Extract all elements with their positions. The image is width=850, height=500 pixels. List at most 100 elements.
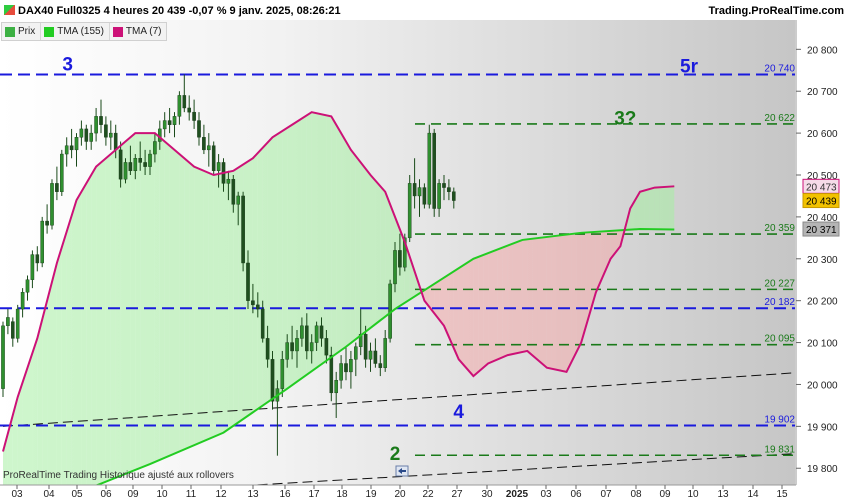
candle-body[interactable]	[246, 262, 250, 301]
candle-body[interactable]	[104, 124, 108, 138]
candle-body[interactable]	[260, 308, 265, 339]
candle-body[interactable]	[393, 250, 397, 285]
tma-fill-segment	[380, 186, 386, 321]
candle-body[interactable]	[133, 158, 138, 172]
candle-body[interactable]	[197, 120, 201, 138]
candle-body[interactable]	[148, 153, 152, 167]
candle-body[interactable]	[437, 183, 441, 209]
candle-body[interactable]	[236, 195, 241, 205]
candle-body[interactable]	[309, 342, 314, 352]
candle-body[interactable]	[20, 292, 25, 310]
candle-body[interactable]	[60, 153, 64, 192]
candle-body[interactable]	[89, 132, 93, 142]
candle-body[interactable]	[344, 363, 348, 373]
candle-body[interactable]	[447, 187, 451, 192]
candle-body[interactable]	[226, 178, 231, 184]
candle-body[interactable]	[143, 162, 147, 167]
candle-body[interactable]	[378, 363, 383, 368]
candle-body[interactable]	[177, 95, 182, 117]
candle-body[interactable]	[383, 338, 388, 368]
candle-body[interactable]	[162, 120, 167, 130]
candle-body[interactable]	[324, 338, 329, 356]
candle-body[interactable]	[108, 132, 113, 138]
candle-body[interactable]	[398, 250, 402, 268]
candle-body[interactable]	[427, 132, 432, 205]
candle-body[interactable]	[319, 325, 324, 339]
candle-body[interactable]	[432, 132, 437, 209]
candle-body[interactable]	[15, 308, 20, 339]
candle-body[interactable]	[94, 116, 98, 134]
candle-body[interactable]	[256, 304, 260, 310]
tma-fill-segment	[174, 149, 180, 454]
candle-body[interactable]	[216, 162, 221, 172]
candle-body[interactable]	[452, 191, 456, 201]
candle-body[interactable]	[79, 128, 84, 138]
candle-body[interactable]	[305, 325, 309, 352]
candle-body[interactable]	[412, 183, 417, 197]
candle-body[interactable]	[442, 183, 446, 188]
candle-body[interactable]	[285, 342, 290, 360]
tma-fill-segment	[517, 239, 523, 354]
candle-body[interactable]	[231, 178, 236, 205]
candle-body[interactable]	[290, 342, 294, 352]
candle-body[interactable]	[123, 162, 128, 180]
candle-body[interactable]	[35, 254, 40, 264]
candle-body[interactable]	[354, 346, 358, 360]
candle-body[interactable]	[1, 325, 5, 389]
candle-body[interactable]	[403, 237, 407, 268]
candle-body[interactable]	[334, 380, 339, 394]
candle-body[interactable]	[211, 145, 216, 172]
legend-item-prix[interactable]: Prix	[2, 23, 42, 40]
candle-body[interactable]	[64, 145, 69, 155]
candle-body[interactable]	[407, 183, 412, 239]
candle-body[interactable]	[422, 187, 427, 205]
candle-body[interactable]	[30, 254, 35, 280]
candle-body[interactable]	[300, 325, 304, 339]
candle-body[interactable]	[349, 359, 353, 373]
legend-label-tma155: TMA (155)	[57, 26, 104, 37]
candle-body[interactable]	[314, 325, 319, 343]
candle-body[interactable]	[339, 363, 343, 381]
candle-body[interactable]	[417, 187, 422, 197]
candle-body[interactable]	[69, 145, 74, 151]
candle-body[interactable]	[45, 220, 49, 226]
candle-body[interactable]	[118, 149, 123, 180]
candle-body[interactable]	[251, 300, 255, 306]
legend-item-tma155[interactable]: TMA (155)	[41, 23, 110, 40]
candle-body[interactable]	[84, 128, 89, 142]
candle-body[interactable]	[373, 350, 378, 364]
legend-item-tma7[interactable]: TMA (7)	[110, 23, 167, 40]
candle-body[interactable]	[241, 195, 245, 264]
candle-body[interactable]	[25, 279, 30, 293]
candle-body[interactable]	[270, 359, 275, 402]
tma-fill-segment	[527, 238, 533, 356]
candle-body[interactable]	[329, 354, 334, 394]
candle-body[interactable]	[138, 158, 143, 163]
candle-body[interactable]	[10, 321, 15, 339]
candle-body[interactable]	[40, 220, 44, 264]
candle-body[interactable]	[363, 333, 368, 360]
candle-body[interactable]	[295, 338, 299, 352]
candle-body[interactable]	[182, 95, 187, 109]
candle-body[interactable]	[167, 120, 172, 125]
candle-body[interactable]	[99, 116, 103, 125]
candle-body[interactable]	[74, 137, 79, 151]
candle-body[interactable]	[280, 359, 285, 389]
tma-fill-segment	[375, 180, 381, 325]
candle-body[interactable]	[202, 137, 206, 151]
candle-body[interactable]	[192, 111, 196, 121]
candle-body[interactable]	[368, 350, 373, 360]
candle-body[interactable]	[113, 132, 118, 151]
candle-body[interactable]	[50, 183, 54, 226]
tma-fill-segment	[47, 281, 52, 500]
candle-body[interactable]	[172, 116, 177, 125]
rollover-icon[interactable]	[395, 465, 409, 477]
candle-body[interactable]	[187, 107, 192, 113]
candle-body[interactable]	[265, 338, 270, 360]
candle-body[interactable]	[206, 145, 211, 151]
candle-body[interactable]	[6, 317, 10, 327]
candle-body[interactable]	[55, 183, 59, 192]
candle-body[interactable]	[153, 141, 157, 155]
candle-body[interactable]	[128, 162, 133, 172]
